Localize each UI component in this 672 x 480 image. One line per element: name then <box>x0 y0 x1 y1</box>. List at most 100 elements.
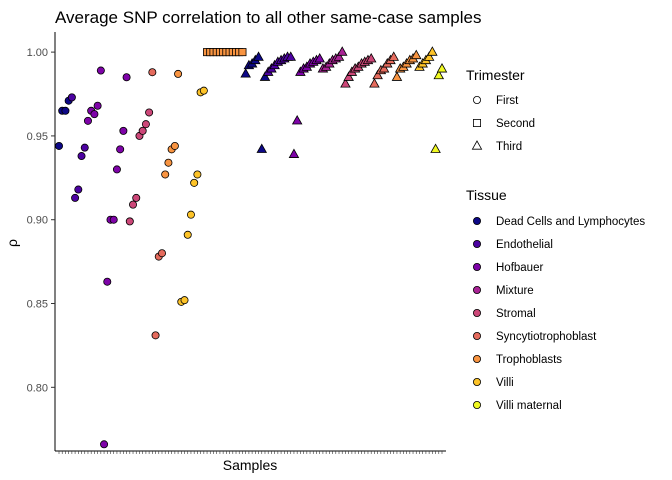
legend-color-swatch-icon <box>472 216 481 225</box>
data-point <box>122 73 131 82</box>
legend-tissue-label: Endothelial <box>496 239 553 251</box>
data-point <box>138 126 147 135</box>
chart-title: Average SNP correlation to all other sam… <box>55 8 481 27</box>
data-point <box>343 71 354 81</box>
legend-square-icon <box>472 119 481 128</box>
data-point <box>170 141 179 150</box>
data-point <box>199 86 208 95</box>
data-points <box>55 46 448 449</box>
data-point <box>100 440 109 449</box>
data-point <box>116 145 125 154</box>
data-point <box>71 193 80 202</box>
data-point <box>256 143 268 153</box>
x-axis-ticks <box>58 451 443 454</box>
data-point <box>430 143 441 153</box>
data-point <box>190 178 199 187</box>
data-point <box>83 116 92 125</box>
data-point <box>336 46 348 56</box>
legend-trimester-items: First Second Third <box>471 95 535 153</box>
legend-trimester: Trimester First Second Third <box>466 67 535 153</box>
data-point <box>174 69 183 78</box>
legend-tissue-title: Tissue <box>466 187 507 203</box>
y-tick-label: 1.00 <box>27 47 48 59</box>
data-point <box>285 51 297 61</box>
legend-color-swatch-icon <box>472 331 481 340</box>
data-point <box>132 193 141 202</box>
data-point <box>291 115 303 125</box>
data-point <box>161 170 170 179</box>
data-point <box>259 71 271 81</box>
y-tick-label: 0.90 <box>27 215 48 227</box>
data-point <box>148 68 157 77</box>
legend-trimester-title: Trimester <box>466 67 525 83</box>
legend-tissue-label: Villi maternal <box>496 400 562 412</box>
data-point <box>369 78 380 88</box>
data-point <box>90 110 99 119</box>
data-point <box>183 230 192 239</box>
data-point <box>427 46 438 56</box>
legend-color-swatch-icon <box>472 377 481 386</box>
data-point <box>164 158 173 167</box>
data-point <box>193 170 202 179</box>
data-point <box>145 108 154 117</box>
legend-tissue-label: Mixture <box>496 285 534 297</box>
data-point <box>109 215 118 224</box>
data-point <box>333 51 345 61</box>
y-axis-title: ρ <box>4 239 20 247</box>
data-point <box>129 200 138 209</box>
legend-color-swatch-icon <box>472 400 481 409</box>
legend-trimester-label: First <box>496 95 519 107</box>
data-point <box>410 49 422 60</box>
data-point <box>119 126 128 135</box>
y-axis-ticks: 0.80 0.85 0.90 0.95 1.00 <box>27 47 55 394</box>
data-point <box>103 277 112 286</box>
legend-tissue-label: Hofbauer <box>496 262 543 274</box>
data-point <box>112 165 121 174</box>
legend-tissue-label: Trophoblasts <box>496 354 562 366</box>
data-point <box>125 217 134 226</box>
data-point <box>80 143 89 152</box>
legend-tissue-items: Dead Cells and Lymphocytes Endothelial Hof… <box>472 216 645 412</box>
data-point <box>180 296 189 305</box>
y-tick-label: 0.95 <box>27 131 48 143</box>
legend-trimester-label: Third <box>496 141 522 153</box>
data-point <box>436 63 448 73</box>
legend-color-swatch-icon <box>472 308 481 317</box>
legend-color-swatch-icon <box>472 262 481 271</box>
data-point <box>61 106 70 115</box>
data-point <box>391 71 403 81</box>
data-point <box>55 141 64 150</box>
legend-tissue-label: Villi <box>496 377 514 389</box>
data-point <box>372 69 383 80</box>
data-point <box>157 249 166 258</box>
legend-color-swatch-icon <box>472 239 481 248</box>
legend-tissue-label: Stromal <box>496 308 536 320</box>
data-point <box>186 210 195 219</box>
data-point <box>240 68 251 78</box>
data-point <box>288 148 300 158</box>
data-point <box>141 120 150 129</box>
legend-color-swatch-icon <box>472 285 481 294</box>
plot-panel: 0.80 0.85 0.90 0.95 1.00 <box>27 32 448 454</box>
legend-trimester-label: Second <box>496 118 535 130</box>
data-point <box>388 51 400 61</box>
data-point <box>340 78 351 88</box>
x-axis-title: Samples <box>223 457 277 473</box>
data-point <box>238 48 247 57</box>
legend-tissue-label: Dead Cells and Lymphocytes <box>496 216 645 228</box>
data-point <box>151 331 160 340</box>
y-tick-label: 0.85 <box>27 299 48 311</box>
data-point <box>77 152 86 161</box>
data-point <box>378 63 390 73</box>
legend-tissue-label: Syncytiotrophoblast <box>496 331 597 343</box>
legend-color-swatch-icon <box>472 354 481 363</box>
data-point <box>365 52 377 63</box>
data-point <box>67 93 76 102</box>
legend-triangle-icon <box>471 140 483 150</box>
data-point <box>314 52 325 63</box>
data-point <box>96 66 105 75</box>
data-point <box>253 51 264 61</box>
data-point <box>423 51 435 61</box>
legend-tissue: Tissue Dead Cells and Lymphocytes Endothe… <box>466 187 645 412</box>
